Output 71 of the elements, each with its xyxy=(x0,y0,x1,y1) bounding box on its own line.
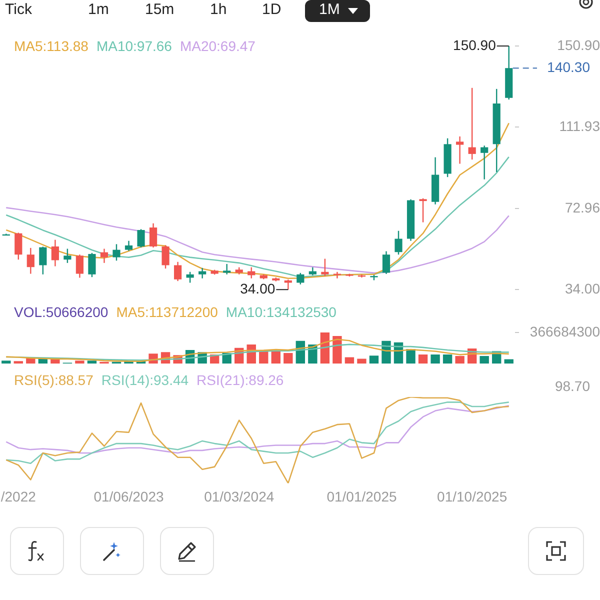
bar xyxy=(455,356,464,364)
candlestick xyxy=(100,248,108,264)
text: MA10:97.66 xyxy=(96,38,172,54)
text: Tick xyxy=(5,0,32,20)
bar xyxy=(14,361,23,364)
x-tick-label: 01/03/2024 xyxy=(204,488,274,504)
text: 1m xyxy=(88,0,109,20)
bar xyxy=(430,354,440,364)
candlestick xyxy=(480,145,488,180)
candlestick xyxy=(76,254,84,278)
y-tick-label: 34.00 xyxy=(564,280,600,296)
bar xyxy=(369,356,379,364)
bar xyxy=(357,358,366,364)
y-tick-label: 150.90 xyxy=(557,36,600,53)
candlestick xyxy=(162,244,170,270)
text: MA5:113712200 xyxy=(116,304,218,320)
bar xyxy=(75,360,84,364)
y-tick-label: 366684300 xyxy=(530,323,600,340)
x-tick-label: 01/06/2023 xyxy=(94,488,164,504)
candlestick xyxy=(382,250,390,275)
bar xyxy=(332,336,342,364)
candlestick xyxy=(88,252,96,278)
annotation: 150.90 xyxy=(453,36,496,53)
bar xyxy=(504,359,514,364)
candlestick xyxy=(137,228,145,248)
candlestick xyxy=(112,244,120,262)
text: 1h xyxy=(210,0,227,20)
candlestick xyxy=(39,246,47,275)
candlestick xyxy=(296,272,304,285)
text: MA20:69.47 xyxy=(180,38,256,54)
bar xyxy=(284,352,293,364)
candlestick xyxy=(468,87,476,160)
candlestick xyxy=(149,222,158,248)
text: 15m xyxy=(145,0,174,20)
bar xyxy=(442,354,452,364)
y-tick-label: 111.93 xyxy=(559,118,600,134)
candlestick xyxy=(26,247,34,274)
candlestick xyxy=(64,248,72,264)
candlestick xyxy=(174,261,182,282)
bar xyxy=(2,360,11,364)
candlestick xyxy=(456,136,464,164)
candlestick xyxy=(51,239,59,267)
candlestick xyxy=(394,230,402,256)
text: 1D xyxy=(262,0,282,20)
candlestick xyxy=(419,198,427,223)
bar xyxy=(418,354,428,364)
candlestick xyxy=(198,267,206,279)
series-label: MA10:134132530 xyxy=(226,304,336,320)
candlestick xyxy=(223,263,231,275)
y-tick-label: 72.96 xyxy=(564,199,600,216)
text: 98.70 xyxy=(554,378,590,394)
text: RSI(14):93.44 xyxy=(101,372,189,388)
text: MA5:113.88 xyxy=(14,38,88,54)
candlestick xyxy=(321,258,329,277)
ref-line-label: 140.30 xyxy=(547,58,590,75)
annotation: 34.00 xyxy=(240,280,276,296)
bar xyxy=(259,352,268,364)
bar xyxy=(344,357,354,364)
text: RSI(21):89.26 xyxy=(196,372,284,388)
chart-title: VOL:50666200 xyxy=(14,304,108,320)
bar xyxy=(271,352,280,364)
bar xyxy=(87,360,97,364)
candlestick xyxy=(124,240,133,252)
text: RSI(5):88.57 xyxy=(14,372,94,388)
bar xyxy=(406,349,416,364)
text: 1M xyxy=(305,0,370,22)
x-tick-label: 01/10/2025 xyxy=(437,488,508,504)
bar xyxy=(480,356,489,364)
x-tick-label: /2022 xyxy=(0,488,36,504)
x-tick-label: 01/01/2025 xyxy=(326,488,397,504)
candlestick xyxy=(14,232,22,260)
